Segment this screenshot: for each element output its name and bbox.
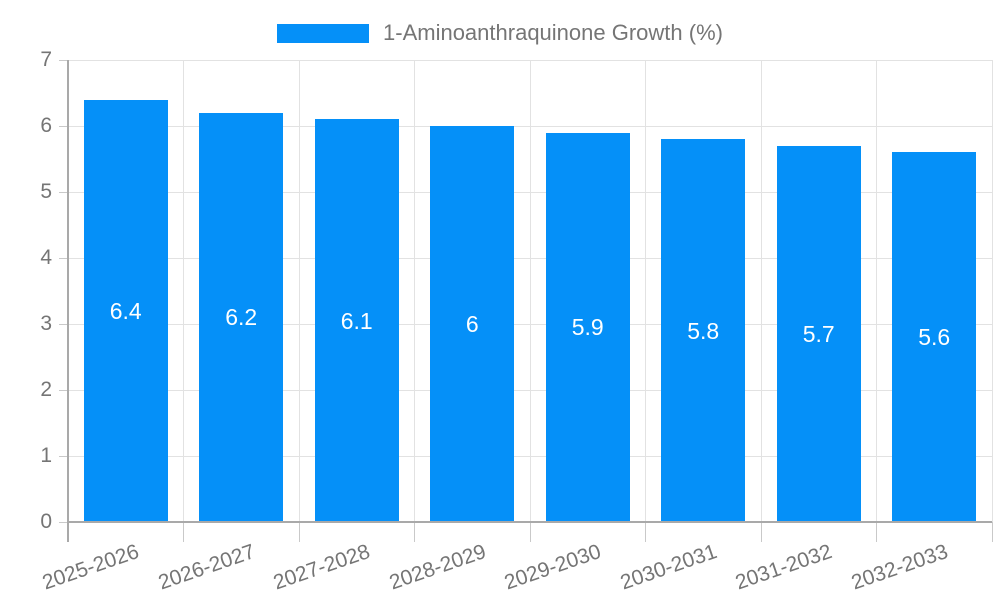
bar[interactable] (545, 132, 630, 522)
gridline-vertical (760, 60, 762, 522)
x-axis-tick-label: 2028-2029 (386, 540, 489, 595)
y-axis-tick-mark (59, 455, 68, 457)
legend-label: 1-Aminoanthraquinone Growth (%) (383, 20, 723, 45)
bar-value-label: 6.1 (340, 307, 373, 334)
bar[interactable] (430, 126, 515, 522)
bar[interactable] (83, 99, 168, 522)
bar-value-label: 5.9 (571, 314, 604, 341)
bar-value-label: 5.6 (918, 324, 951, 351)
x-axis-tick-mark (991, 522, 993, 542)
gridline-vertical (298, 60, 300, 522)
bar[interactable] (661, 139, 746, 522)
y-axis-tick-label: 4 (40, 246, 52, 269)
x-axis-tick-mark (183, 522, 184, 542)
y-axis-tick-label: 6 (40, 114, 52, 137)
x-axis-tick-label: 2025-2026 (39, 540, 143, 595)
y-axis-tick-mark (59, 59, 68, 61)
y-axis-tick-mark (59, 389, 68, 391)
x-axis-tick-mark (414, 522, 415, 542)
legend: 1-Aminoanthraquinone Growth (%) (0, 21, 1000, 45)
bar[interactable] (314, 119, 399, 522)
x-axis-tick-mark (298, 522, 300, 542)
x-axis-line (68, 521, 992, 523)
y-axis-tick-label: 5 (40, 180, 52, 203)
bar-value-label: 6.4 (109, 297, 142, 324)
bar[interactable] (892, 152, 977, 522)
y-axis-tick-label: 2 (40, 378, 52, 401)
y-axis-tick-mark (59, 257, 68, 259)
x-axis-tick-mark (876, 522, 877, 542)
legend-swatch (277, 23, 370, 43)
y-axis-tick-label: 0 (40, 510, 52, 533)
gridline-vertical (876, 60, 877, 522)
x-axis-tick-label: 2030-2031 (617, 540, 720, 595)
bar-value-label: 6 (465, 311, 479, 337)
x-axis-tick-label: 2027-2028 (270, 540, 374, 595)
x-axis-tick-mark (529, 522, 531, 542)
gridline-vertical (645, 60, 646, 522)
gridline-vertical (183, 60, 184, 522)
bar[interactable] (776, 145, 861, 522)
y-axis-tick-mark (59, 323, 68, 325)
y-axis-line (67, 60, 69, 542)
x-axis-tick-mark (645, 522, 646, 542)
y-axis-tick-mark (59, 191, 68, 193)
bar-value-label: 5.8 (687, 317, 720, 344)
y-axis-tick-label: 7 (40, 48, 52, 71)
y-axis-tick-mark (59, 521, 68, 523)
bar-value-label: 6.2 (225, 304, 258, 331)
gridline-vertical (991, 60, 993, 522)
y-axis-tick-label: 3 (40, 312, 52, 335)
y-axis-tick-mark (59, 125, 68, 127)
gridline-vertical (529, 60, 531, 522)
y-axis-tick-label: 1 (40, 444, 52, 467)
bar[interactable] (199, 112, 284, 522)
x-axis-tick-label: 2032-2033 (848, 540, 951, 595)
bar-value-label: 5.7 (802, 320, 835, 347)
x-axis-tick-label: 2031-2032 (732, 540, 836, 595)
x-axis-tick-label: 2029-2030 (501, 540, 605, 595)
x-axis-tick-mark (760, 522, 762, 542)
x-axis-tick-label: 2026-2027 (155, 540, 258, 595)
gridline-vertical (414, 60, 415, 522)
